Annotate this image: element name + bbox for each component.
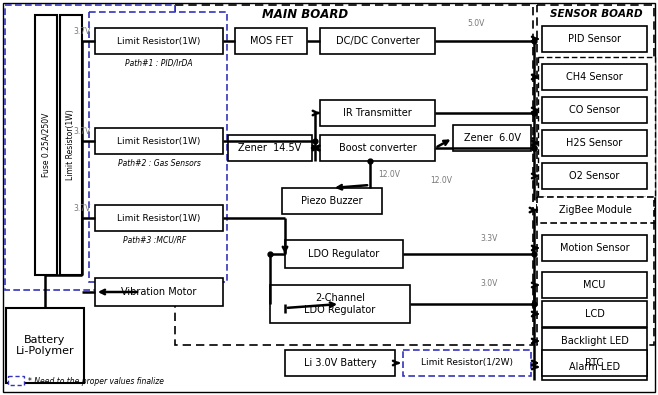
Text: 3.3V: 3.3V — [480, 233, 497, 243]
Bar — [542, 350, 647, 376]
Text: MAIN BOARD: MAIN BOARD — [262, 8, 348, 21]
Text: 3.7V: 3.7V — [74, 26, 91, 36]
Bar — [537, 197, 654, 223]
Text: 3.0V: 3.0V — [480, 280, 497, 288]
Bar — [282, 188, 382, 214]
Text: CO Sensor: CO Sensor — [569, 105, 620, 115]
Text: 2-Channel
LDO Regulator: 2-Channel LDO Regulator — [305, 293, 376, 315]
Text: Zener  14.5V: Zener 14.5V — [238, 143, 301, 153]
Text: Path#1 : PID/IrDA: Path#1 : PID/IrDA — [125, 58, 193, 68]
Text: LDO Regulator: LDO Regulator — [309, 249, 380, 259]
Bar — [8, 376, 24, 385]
Bar — [542, 301, 647, 327]
Text: 12.0V: 12.0V — [430, 175, 452, 184]
Text: Path#2 : Gas Sensors: Path#2 : Gas Sensors — [118, 158, 201, 167]
Bar — [453, 125, 531, 151]
Bar — [542, 328, 647, 354]
Bar — [320, 135, 435, 161]
Text: Alarm LED: Alarm LED — [569, 362, 620, 372]
Bar — [403, 350, 531, 376]
Text: RTC: RTC — [586, 358, 603, 368]
Bar — [542, 64, 647, 90]
Text: Vibration Motor: Vibration Motor — [121, 287, 197, 297]
Bar — [542, 272, 647, 298]
Text: Backlight LED: Backlight LED — [561, 336, 628, 346]
Text: * Need to the proper values finalize: * Need to the proper values finalize — [28, 376, 164, 386]
Bar — [95, 28, 223, 54]
Bar — [537, 5, 654, 345]
Text: CH4 Sensor: CH4 Sensor — [566, 72, 623, 82]
Bar — [35, 15, 57, 275]
Text: Battery
Li-Polymer: Battery Li-Polymer — [16, 335, 74, 356]
Text: 3.7V: 3.7V — [74, 203, 91, 213]
Bar — [228, 135, 312, 161]
Bar — [95, 278, 223, 306]
Bar — [542, 354, 647, 380]
Text: IR Transmitter: IR Transmitter — [343, 108, 412, 118]
Bar — [6, 308, 84, 383]
Bar — [285, 240, 403, 268]
Bar — [5, 5, 175, 290]
Text: Limit Resistor(1W): Limit Resistor(1W) — [117, 36, 201, 45]
Bar — [320, 100, 435, 126]
Text: LCD: LCD — [584, 309, 605, 319]
Bar — [270, 285, 410, 323]
Text: DC/DC Converter: DC/DC Converter — [336, 36, 419, 46]
Bar — [95, 128, 223, 154]
Text: H2S Sensor: H2S Sensor — [567, 138, 622, 148]
Bar — [542, 130, 647, 156]
Bar — [542, 97, 647, 123]
Text: Motion Sensor: Motion Sensor — [560, 243, 629, 253]
Bar — [175, 5, 533, 345]
Text: MCU: MCU — [583, 280, 605, 290]
Bar — [89, 12, 227, 282]
Text: Limit Resistor(1W): Limit Resistor(1W) — [66, 110, 76, 181]
Text: Limit Resistor(1W): Limit Resistor(1W) — [117, 137, 201, 145]
Text: Piezo Buzzer: Piezo Buzzer — [301, 196, 363, 206]
Bar — [320, 28, 435, 54]
Text: Li 3.0V Battery: Li 3.0V Battery — [304, 358, 376, 368]
Bar — [95, 205, 223, 231]
Bar — [235, 28, 307, 54]
Text: Boost converter: Boost converter — [339, 143, 417, 153]
Text: Zener  6.0V: Zener 6.0V — [463, 133, 520, 143]
Bar — [542, 26, 647, 52]
Text: SENSOR BOARD: SENSOR BOARD — [549, 9, 642, 19]
Text: Fuse 0.25A/250V: Fuse 0.25A/250V — [41, 113, 51, 177]
Bar — [285, 350, 395, 376]
Text: PID Sensor: PID Sensor — [568, 34, 621, 44]
Text: MOS FET: MOS FET — [249, 36, 293, 46]
Text: Limit Resistor(1/2W): Limit Resistor(1/2W) — [421, 359, 513, 367]
Text: O2 Sensor: O2 Sensor — [569, 171, 620, 181]
Text: ZigBee Module: ZigBee Module — [559, 205, 632, 215]
Bar — [538, 57, 655, 197]
Text: Limit Resistor(1W): Limit Resistor(1W) — [117, 214, 201, 222]
Bar — [542, 235, 647, 261]
Text: 12.0V: 12.0V — [378, 169, 400, 179]
Text: Path#3 :MCU/RF: Path#3 :MCU/RF — [124, 235, 187, 245]
Text: 3.7V: 3.7V — [74, 126, 91, 135]
Bar — [60, 15, 82, 275]
Bar — [542, 163, 647, 189]
Text: 5.0V: 5.0V — [467, 19, 484, 28]
